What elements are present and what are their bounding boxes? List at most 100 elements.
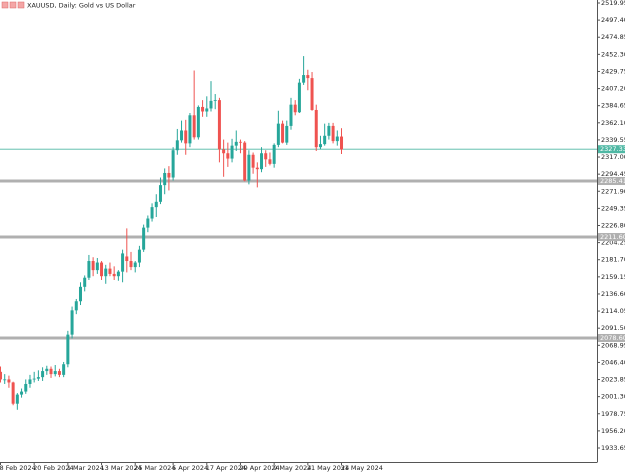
candle-body: [255, 167, 259, 170]
x-tick-label: 17 Apr 2024: [206, 464, 246, 472]
icon[interactable]: [9, 1, 17, 9]
candle-body: [289, 104, 293, 126]
candle-body: [163, 172, 167, 186]
candle-body: [272, 144, 276, 164]
candle-body: [340, 136, 344, 150]
candle-body: [137, 249, 141, 263]
y-tick-label: 2226.80: [601, 221, 625, 229]
candle-body: [318, 144, 322, 148]
candle-body: [310, 78, 314, 110]
y-tick-label: 2474.85: [601, 33, 625, 41]
candle-body: [108, 268, 112, 274]
x-tick-label: 8 Feb 2024: [0, 464, 36, 472]
candle-body: [0, 371, 2, 380]
candle-body: [260, 153, 264, 170]
level-label-box: [598, 333, 625, 342]
candle-body: [158, 185, 162, 202]
candle-body: [196, 106, 200, 138]
candle-body: [184, 130, 188, 144]
candle-body: [201, 106, 205, 112]
y-tick-label: 2339.55: [601, 136, 625, 144]
candle-body: [95, 262, 99, 271]
candle-body: [268, 159, 272, 164]
x-tick-label: 29 Apr 2024: [239, 464, 279, 472]
candle-body: [53, 371, 57, 375]
candle-body: [24, 383, 28, 392]
y-tick-label: 2023.85: [601, 376, 625, 384]
candle-body: [188, 115, 192, 144]
candle-body: [104, 268, 108, 277]
candle-body: [125, 256, 129, 262]
y-tick-label: 2001.30: [601, 393, 625, 401]
level-label: 2211.60: [600, 233, 625, 241]
candle-body: [78, 286, 82, 302]
candle-body: [205, 108, 209, 112]
candle-body: [142, 227, 146, 250]
candle-body: [276, 123, 280, 145]
candle-body: [230, 145, 234, 159]
y-tick-label: 2114.05: [601, 307, 625, 315]
candle-body: [116, 271, 120, 277]
y-tick-label: 2294.45: [601, 170, 625, 178]
candle-body: [251, 154, 255, 168]
y-tick-label: 2068.95: [601, 341, 625, 349]
candle-body: [247, 154, 251, 181]
candle-body: [154, 201, 158, 208]
candle-body: [83, 277, 87, 287]
candle-body: [146, 218, 150, 228]
y-tick-label: 2271.90: [601, 187, 625, 195]
candle-body: [302, 75, 306, 83]
candle-body: [62, 364, 66, 375]
level-label: 2285.41: [600, 177, 625, 185]
y-tick-label: 2249.35: [601, 204, 625, 212]
y-tick-label: 2181.70: [601, 256, 625, 264]
candle-body: [150, 207, 154, 219]
candle-body: [234, 141, 238, 146]
candle-body: [112, 273, 116, 277]
y-tick-label: 2519.95: [601, 0, 625, 7]
level-label: 2078.60: [600, 334, 625, 342]
chart-title: XAUUSD, Daily: Gold vs US Dollar: [27, 2, 136, 10]
price-label: 2327.33: [600, 145, 625, 153]
candle-body: [209, 100, 213, 109]
icon[interactable]: [1, 1, 9, 9]
price-label-box: [598, 145, 625, 154]
candle-body: [167, 172, 171, 178]
candle-body: [217, 100, 221, 150]
y-tick-label: 2429.75: [601, 67, 625, 75]
candle-body: [129, 261, 133, 268]
level-label-box: [598, 233, 625, 242]
candle-body: [293, 104, 297, 113]
y-tick-label: 2159.15: [601, 273, 625, 281]
candle-body: [171, 150, 175, 178]
icon[interactable]: [17, 1, 25, 9]
x-tick-label: 13 Mar 2024: [101, 464, 142, 472]
candle-body: [3, 379, 7, 381]
level-label-box: [598, 177, 625, 186]
candle-body: [7, 379, 11, 383]
y-tick-label: 1956.20: [601, 427, 625, 435]
candle-body: [175, 140, 179, 151]
candle-body: [335, 136, 339, 142]
candle-body: [57, 371, 61, 375]
candle-body: [226, 153, 230, 159]
candle-body: [91, 261, 95, 271]
candle-body: [323, 135, 327, 145]
candle-body: [100, 262, 104, 277]
x-tick-label: 20 Feb 2024: [33, 464, 73, 472]
candle-body: [297, 82, 301, 113]
candle-body: [66, 334, 70, 365]
candle-body: [180, 130, 184, 141]
candle-body: [213, 100, 217, 101]
candle-body: [222, 149, 226, 154]
x-tick-label: 31 May 2024: [341, 464, 383, 472]
candle-body: [264, 153, 268, 160]
candle-body: [314, 109, 318, 148]
y-tick-label: 2384.65: [601, 102, 625, 110]
candle-body: [74, 301, 78, 311]
candle-body: [32, 378, 36, 380]
candle-body: [327, 125, 331, 136]
y-tick-label: 2407.20: [601, 85, 625, 93]
